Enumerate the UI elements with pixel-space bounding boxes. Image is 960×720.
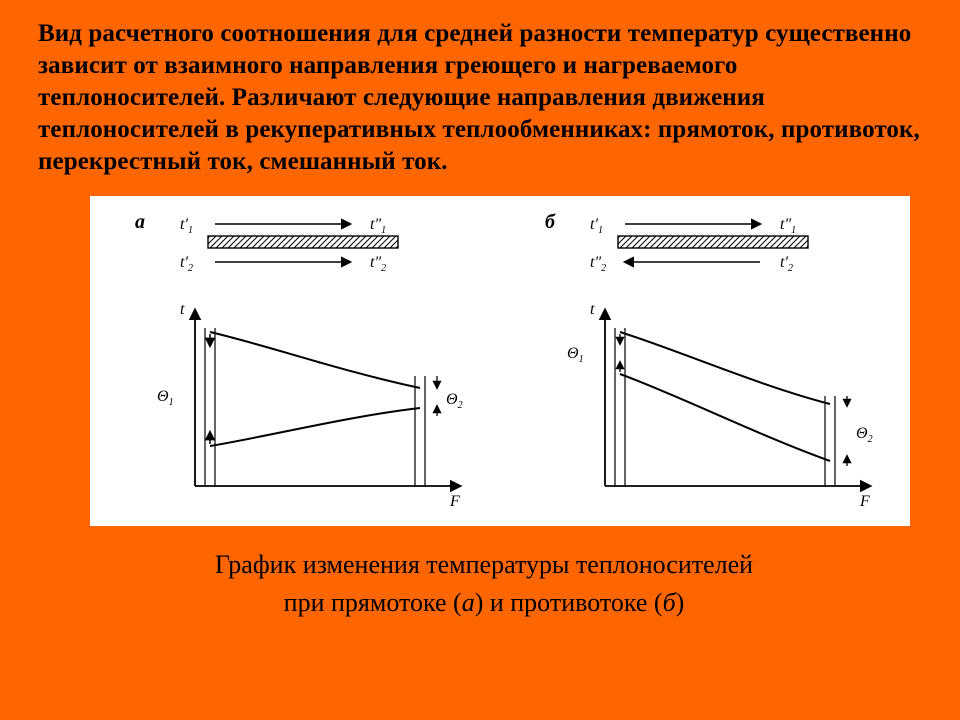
panel-b-label: б	[545, 211, 556, 233]
panel-a-bot-flow: t′2 t″2	[180, 254, 386, 274]
panel-a-label: а	[135, 211, 145, 233]
label-t1-prime: t′1	[180, 216, 193, 236]
theta2-a: Θ2	[446, 391, 463, 411]
panel-a-top-flow: t′1 t″1	[180, 216, 386, 236]
theta2-b: Θ2	[856, 425, 873, 445]
axis-t-a: t	[180, 301, 185, 318]
axis-f-a: F	[449, 493, 460, 510]
figure-caption: График изменения температуры теплоносите…	[38, 526, 930, 621]
label-t2-prime: t′2	[180, 254, 193, 274]
theta1-a: Θ1	[157, 388, 174, 408]
diagram-figure: а t′1 t″1 t′2 t″2	[90, 196, 910, 526]
axis-f-b: F	[859, 493, 870, 510]
panel-a: а t′1 t″1 t′2 t″2	[135, 211, 463, 510]
label-t2-dprime: t″2	[370, 254, 386, 274]
caption-line2: при прямотоке (а) и противотоке (б)	[38, 584, 930, 622]
label-t2-dprime-b: t″2	[590, 254, 606, 274]
panel-b: б t′1 t″1 t″2 t′2 t	[545, 211, 873, 510]
caption-line1: График изменения температуры теплоносите…	[38, 546, 930, 584]
label-t1-dprime-b: t″1	[780, 216, 796, 236]
wall-bar-b	[618, 236, 808, 248]
wall-bar-a	[208, 236, 398, 248]
label-t1-dprime: t″1	[370, 216, 386, 236]
panel-b-top-flow: t′1 t″1	[590, 216, 796, 236]
label-t2-prime-b: t′2	[780, 254, 793, 274]
label-t1-prime-b: t′1	[590, 216, 603, 236]
panel-b-bot-flow: t″2 t′2	[590, 254, 793, 274]
panel-a-chart: t F	[157, 301, 463, 510]
theta1-b: Θ1	[567, 345, 584, 365]
panel-b-chart: t F Θ1	[567, 301, 873, 510]
slide: Вид расчетного соотношения для средней р…	[0, 0, 960, 720]
axis-t-b: t	[590, 301, 595, 318]
paragraph: Вид расчетного соотношения для средней р…	[38, 18, 930, 178]
